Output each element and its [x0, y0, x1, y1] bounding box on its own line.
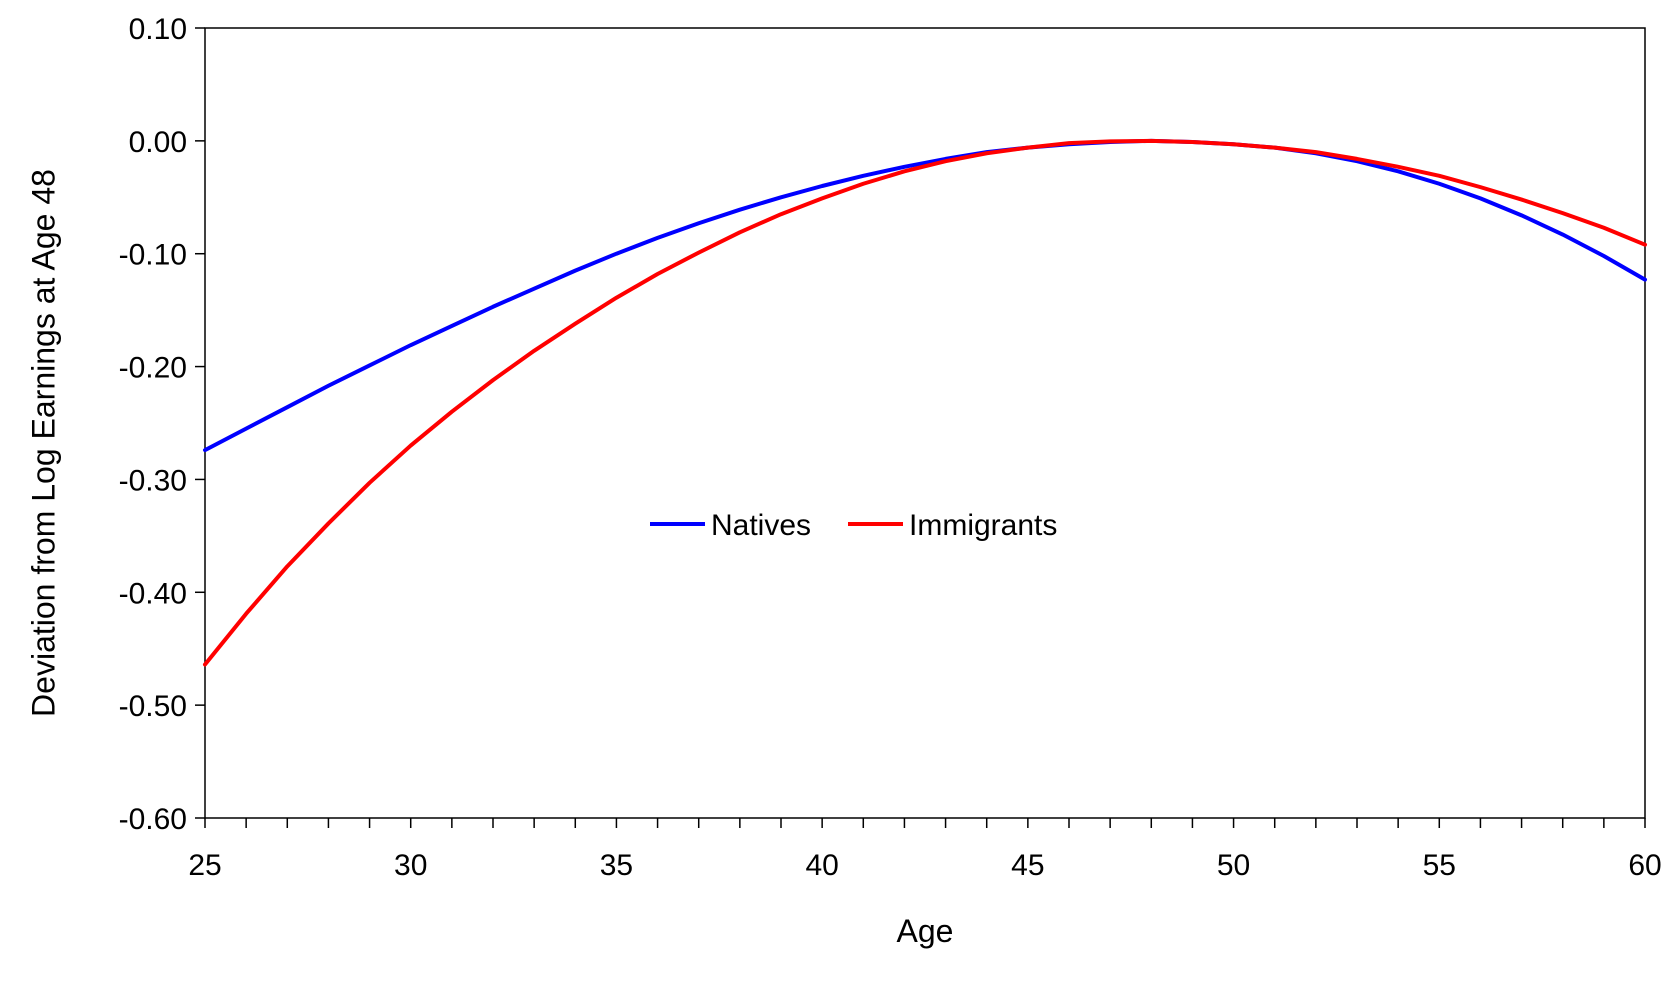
- x-tick-label: 55: [1423, 849, 1456, 882]
- legend: Natives Immigrants: [650, 509, 1057, 542]
- x-axis-title: Age: [897, 913, 954, 949]
- x-tick-label: 40: [805, 849, 838, 882]
- y-tick-label: -0.20: [119, 352, 187, 385]
- y-tick-label: 0.10: [129, 13, 187, 46]
- y-tick-label: -0.30: [119, 464, 187, 497]
- x-tick-label: 60: [1628, 849, 1661, 882]
- y-tick-label: 0.00: [129, 126, 187, 159]
- y-tick-label: -0.50: [119, 690, 187, 723]
- x-tick-label: 45: [1011, 849, 1044, 882]
- x-tick-label: 50: [1217, 849, 1250, 882]
- x-tick-label: 25: [188, 849, 221, 882]
- series-line-immigrants: [203, 138, 1647, 667]
- x-axis: 25 30 35 40 45 50 55 60: [188, 818, 1662, 882]
- x-tick-label: 35: [600, 849, 633, 882]
- legend-label-immigrants: Immigrants: [909, 509, 1057, 542]
- plot-area: [204, 27, 1646, 819]
- x-tick-label: 30: [394, 849, 427, 882]
- y-tick-label: -0.40: [119, 577, 187, 610]
- y-tick-label: -0.10: [119, 239, 187, 272]
- series-line-natives: [203, 138, 1647, 453]
- y-axis: 0.10 0.00 -0.10 -0.20 -0.30 -0.40 -0.50 -0.60: [119, 13, 205, 836]
- y-tick-label: -0.60: [119, 803, 187, 836]
- y-axis-title: Deviation from Log Earnings at Age 48: [25, 169, 61, 717]
- plot-frame: [204, 27, 1646, 819]
- legend-label-natives: Natives: [711, 509, 811, 542]
- series-lines: [203, 138, 1647, 667]
